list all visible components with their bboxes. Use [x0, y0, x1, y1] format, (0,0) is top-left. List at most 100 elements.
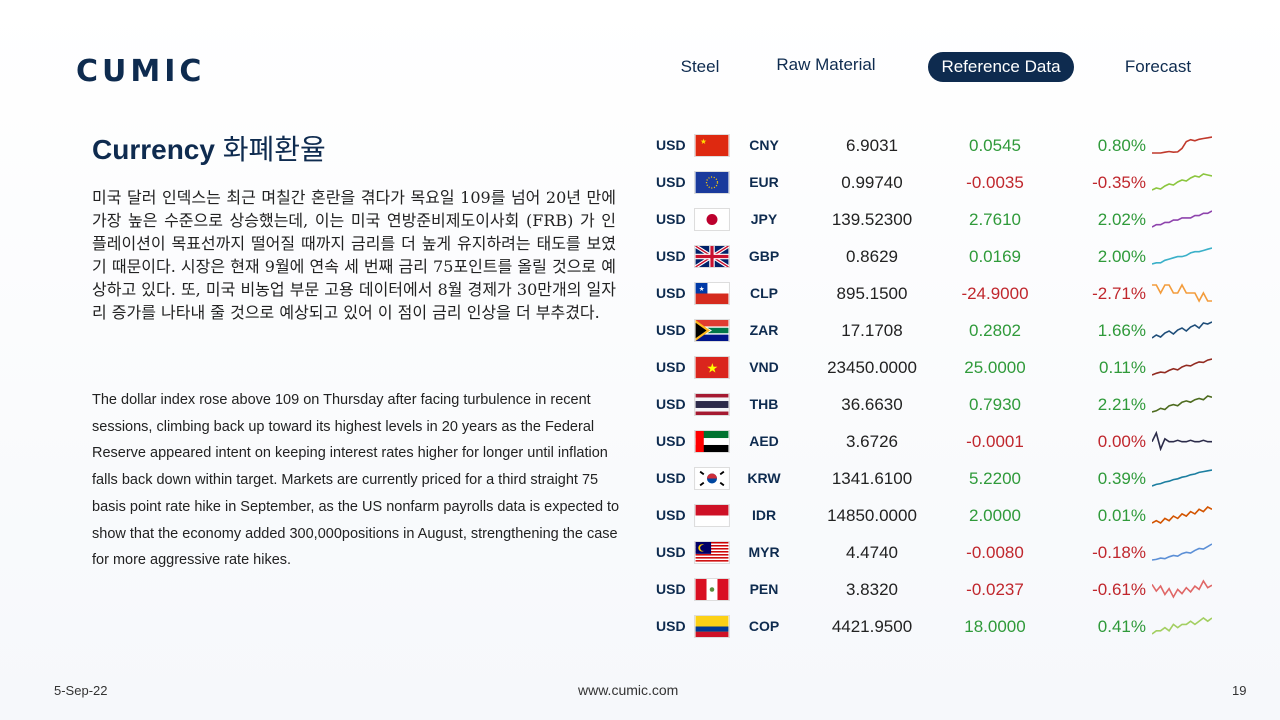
- quote-currency: EUR: [749, 174, 779, 190]
- rate-change-percent: 0.01%: [1097, 506, 1146, 525]
- rate-change-percent: 2.00%: [1097, 247, 1146, 266]
- malaysia-flag-icon: [694, 541, 730, 564]
- quote-currency: JPY: [750, 211, 778, 227]
- cumic-logo: CUMIC: [76, 54, 206, 89]
- sparkline: [1152, 358, 1212, 376]
- rate-change-percent: 0.11%: [1099, 358, 1146, 377]
- currency-row-vnd: USD ★ VND 23450.0000 25.0000 0.11%: [648, 349, 1218, 386]
- rate-change: -0.0080: [966, 543, 1024, 562]
- peru-flag-icon: [694, 578, 730, 601]
- currency-row-jpy: USD JPY 139.52300 2.7610 2.02%: [648, 201, 1218, 238]
- rate-change: 0.2802: [969, 321, 1021, 340]
- rate-change: 0.0545: [969, 136, 1021, 155]
- exchange-rate: 3.8320: [846, 580, 898, 599]
- rate-change-percent: 0.41%: [1097, 617, 1146, 636]
- quote-currency: COP: [748, 618, 780, 634]
- quote-currency: THB: [749, 396, 779, 412]
- exchange-rate: 23450.0000: [827, 358, 917, 377]
- quote-currency: MYR: [748, 544, 780, 560]
- rate-change: 0.7930: [969, 395, 1021, 414]
- china-flag-icon: ★: [694, 134, 730, 157]
- svg-text:★: ★: [699, 286, 705, 293]
- title-en: Currency: [92, 134, 215, 165]
- quote-currency: PEN: [749, 581, 779, 597]
- nav-reference-data[interactable]: Reference Data: [928, 52, 1074, 82]
- base-currency: USD: [656, 618, 686, 634]
- quote-currency: AED: [749, 433, 779, 449]
- base-currency: USD: [656, 248, 686, 264]
- exchange-rate: 0.99740: [841, 173, 903, 192]
- sparkline: [1152, 579, 1212, 599]
- title-ko: 화폐환율: [222, 134, 326, 165]
- page-title: Currency 화폐환율: [92, 128, 326, 168]
- rate-change: 5.2200: [969, 469, 1021, 488]
- base-currency: USD: [656, 581, 686, 597]
- currency-row-cop: USD COP 4421.9500 18.0000 0.41%: [648, 608, 1218, 645]
- footer-date: 5-Sep-22: [54, 683, 108, 698]
- base-currency: USD: [656, 433, 686, 449]
- rate-change-percent: -2.71%: [1092, 284, 1146, 303]
- svg-text:★: ★: [700, 137, 707, 146]
- rate-change: 2.0000: [969, 506, 1021, 525]
- svg-text:★: ★: [707, 361, 718, 376]
- rate-change-percent: -0.61%: [1092, 580, 1146, 599]
- korea-flag-icon: [694, 467, 730, 490]
- base-currency: USD: [656, 544, 686, 560]
- rate-change-percent: 0.00%: [1097, 432, 1146, 451]
- currency-row-krw: USD KRW 1341.6100 5.2200 0.39%: [648, 460, 1218, 497]
- currency-table: USD ★ CNY 6.9031 0.0545 0.80% USD EUR 0.99740 -0.…: [648, 127, 1218, 645]
- base-currency: USD: [656, 285, 686, 301]
- rate-change: 18.0000: [964, 617, 1026, 636]
- rate-change-percent: -0.35%: [1092, 173, 1146, 192]
- uae-flag-icon: [694, 430, 730, 453]
- rate-change-percent: 0.80%: [1097, 136, 1146, 155]
- base-currency: USD: [656, 507, 686, 523]
- sparkline: [1152, 469, 1212, 487]
- currency-row-eur: USD EUR 0.99740 -0.0035 -0.35%: [648, 164, 1218, 201]
- exchange-rate: 895.1500: [836, 284, 908, 303]
- uk-flag-icon: [694, 245, 730, 268]
- rate-change-percent: 2.21%: [1097, 395, 1146, 414]
- base-currency: USD: [656, 359, 686, 375]
- south-africa-flag-icon: [694, 319, 730, 342]
- quote-currency: GBP: [748, 248, 780, 264]
- currency-row-cny: USD ★ CNY 6.9031 0.0545 0.80%: [648, 127, 1218, 164]
- sparkline: [1152, 321, 1212, 339]
- base-currency: USD: [656, 322, 686, 338]
- quote-currency: KRW: [747, 470, 781, 486]
- rate-change: -0.0035: [966, 173, 1024, 192]
- sparkline: [1152, 617, 1212, 635]
- nav-forecast[interactable]: Forecast: [1124, 57, 1192, 76]
- exchange-rate: 0.8629: [846, 247, 898, 266]
- quote-currency: CLP: [750, 285, 778, 301]
- rate-change: 25.0000: [964, 358, 1026, 377]
- quote-currency: IDR: [751, 507, 777, 523]
- rate-change-percent: 1.66%: [1097, 321, 1146, 340]
- sparkline: [1152, 283, 1212, 303]
- quote-currency: VND: [749, 359, 779, 375]
- base-currency: USD: [656, 174, 686, 190]
- footer-url[interactable]: www.cumic.com: [578, 682, 679, 698]
- eu-flag-icon: [694, 171, 730, 194]
- currency-row-zar: USD ZAR 17.1708 0.2802 1.66%: [648, 312, 1218, 349]
- vietnam-flag-icon: ★: [694, 356, 730, 379]
- colombia-flag-icon: [694, 615, 730, 638]
- quote-currency: ZAR: [749, 322, 779, 338]
- currency-row-clp: USD ★ CLP 895.1500 -24.9000 -2.71%: [648, 275, 1218, 312]
- nav-raw-material[interactable]: Raw Material: [776, 55, 876, 74]
- top-nav: Steel Raw Material Reference Data Foreca…: [660, 52, 1220, 82]
- thailand-flag-icon: [694, 393, 730, 416]
- exchange-rate: 4421.9500: [831, 617, 913, 636]
- currency-row-idr: USD IDR 14850.0000 2.0000 0.01%: [648, 497, 1218, 534]
- japan-flag-icon: [694, 208, 730, 231]
- rate-change-percent: -0.18%: [1092, 543, 1146, 562]
- base-currency: USD: [656, 396, 686, 412]
- english-paragraph: The dollar index rose above 109 on Thurs…: [92, 392, 620, 569]
- sparkline: [1152, 431, 1212, 451]
- rate-change-percent: 2.02%: [1097, 210, 1146, 229]
- nav-steel[interactable]: Steel: [680, 57, 720, 76]
- exchange-rate: 139.52300: [831, 210, 913, 229]
- rate-change: -0.0001: [966, 432, 1024, 451]
- rate-change: 2.7610: [969, 210, 1021, 229]
- sparkline: [1152, 173, 1212, 191]
